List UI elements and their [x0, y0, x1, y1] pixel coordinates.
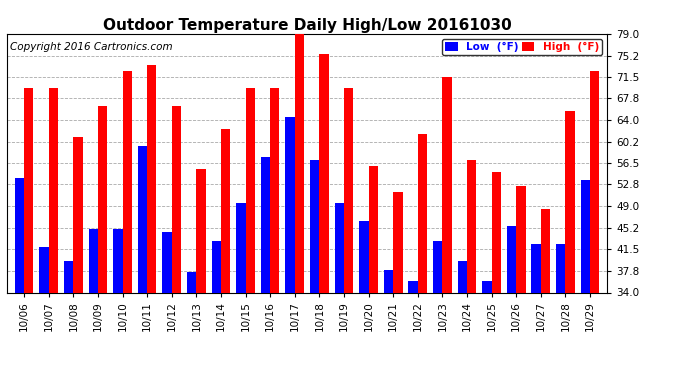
- Bar: [531, 244, 541, 292]
- Text: Copyright 2016 Cartronics.com: Copyright 2016 Cartronics.com: [10, 42, 172, 51]
- Bar: [270, 88, 279, 292]
- Bar: [457, 261, 467, 292]
- Bar: [123, 71, 132, 292]
- Bar: [482, 281, 491, 292]
- Legend: Low  (°F), High  (°F): Low (°F), High (°F): [442, 39, 602, 56]
- Bar: [507, 226, 516, 292]
- Bar: [384, 270, 393, 292]
- Bar: [442, 77, 452, 292]
- Bar: [516, 186, 526, 292]
- Bar: [408, 281, 417, 292]
- Bar: [368, 166, 378, 292]
- Bar: [590, 71, 600, 292]
- Bar: [49, 88, 58, 292]
- Bar: [417, 134, 427, 292]
- Bar: [88, 229, 98, 292]
- Bar: [197, 169, 206, 292]
- Bar: [24, 88, 34, 292]
- Bar: [565, 111, 575, 292]
- Bar: [236, 203, 246, 292]
- Bar: [319, 54, 328, 292]
- Bar: [556, 244, 565, 292]
- Bar: [147, 65, 157, 292]
- Bar: [172, 106, 181, 292]
- Bar: [295, 31, 304, 292]
- Bar: [359, 220, 368, 292]
- Bar: [162, 232, 172, 292]
- Bar: [39, 246, 49, 292]
- Bar: [98, 106, 107, 292]
- Bar: [467, 160, 476, 292]
- Bar: [433, 241, 442, 292]
- Bar: [64, 261, 73, 292]
- Bar: [14, 177, 24, 292]
- Bar: [261, 158, 270, 292]
- Bar: [113, 229, 123, 292]
- Bar: [187, 272, 197, 292]
- Bar: [310, 160, 319, 292]
- Bar: [491, 172, 501, 292]
- Bar: [221, 129, 230, 292]
- Bar: [344, 88, 353, 292]
- Bar: [580, 180, 590, 292]
- Bar: [138, 146, 147, 292]
- Bar: [73, 137, 83, 292]
- Bar: [246, 88, 255, 292]
- Bar: [212, 241, 221, 292]
- Bar: [335, 203, 344, 292]
- Bar: [541, 209, 550, 292]
- Title: Outdoor Temperature Daily High/Low 20161030: Outdoor Temperature Daily High/Low 20161…: [103, 18, 511, 33]
- Bar: [393, 192, 402, 292]
- Bar: [286, 117, 295, 292]
